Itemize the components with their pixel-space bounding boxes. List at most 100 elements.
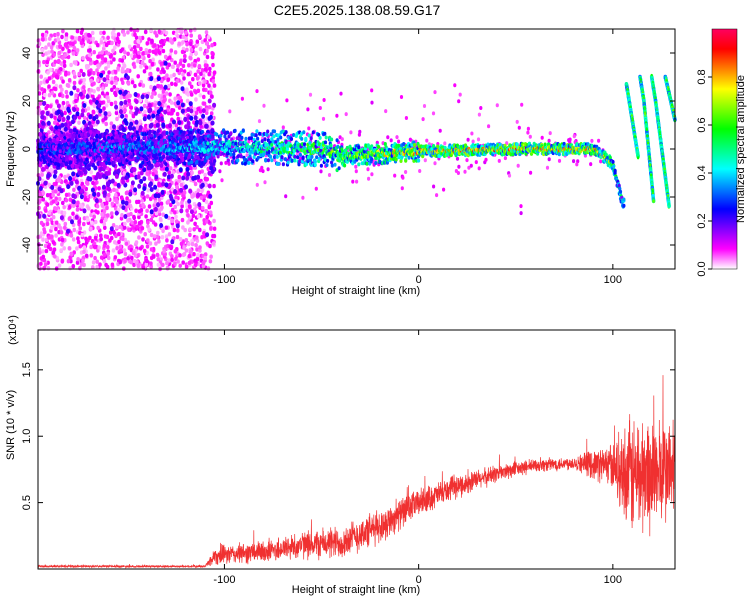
noise-cell bbox=[53, 59, 58, 64]
noise-cell bbox=[57, 209, 61, 214]
noise-cell bbox=[139, 46, 143, 52]
noise-cell bbox=[132, 171, 137, 176]
noise-cell bbox=[211, 241, 216, 246]
noise-cell bbox=[114, 110, 119, 116]
noise-cell bbox=[201, 83, 206, 88]
noise-cell bbox=[102, 259, 107, 264]
noise-cell bbox=[118, 224, 123, 230]
noise-cell bbox=[167, 232, 172, 237]
noise-cell bbox=[154, 48, 158, 53]
noise-cell bbox=[63, 110, 67, 116]
noise-cell bbox=[88, 99, 93, 104]
noise-cell bbox=[94, 198, 99, 204]
noise-cell bbox=[119, 100, 124, 106]
noise-cell bbox=[140, 94, 145, 100]
noise-cell bbox=[91, 36, 95, 41]
noise-cell bbox=[82, 221, 86, 227]
noise-cell bbox=[121, 80, 125, 86]
noise-cell bbox=[142, 69, 147, 74]
noise-cell bbox=[188, 188, 193, 194]
noise-cell bbox=[186, 220, 190, 225]
noise-cell bbox=[194, 204, 199, 209]
noise-cell bbox=[76, 88, 80, 93]
noise-cell bbox=[197, 202, 202, 207]
noise-cell bbox=[184, 30, 188, 35]
noise-cell bbox=[503, 156, 507, 161]
noise-cell bbox=[159, 39, 163, 45]
noise-cell bbox=[495, 103, 499, 108]
noise-cell bbox=[125, 75, 130, 81]
noise-cell bbox=[89, 170, 93, 175]
noise-cell bbox=[198, 245, 202, 250]
noise-cell bbox=[404, 170, 408, 174]
noise-cell bbox=[194, 50, 198, 56]
noise-cell bbox=[102, 209, 107, 214]
noise-cell bbox=[72, 227, 77, 233]
noise-cell bbox=[204, 219, 209, 224]
noise-cell bbox=[153, 193, 158, 199]
noise-cell bbox=[174, 214, 178, 219]
noise-cell bbox=[207, 105, 212, 110]
noise-cell bbox=[147, 227, 151, 232]
track-cell bbox=[40, 151, 44, 156]
noise-cell bbox=[86, 217, 90, 223]
noise-cell bbox=[203, 79, 207, 84]
noise-cell bbox=[44, 208, 48, 213]
noise-cell bbox=[87, 32, 91, 38]
noise-cell bbox=[61, 116, 66, 122]
track-cell bbox=[69, 160, 73, 165]
noise-cell bbox=[64, 198, 69, 203]
noise-cell bbox=[228, 109, 232, 114]
noise-cell bbox=[158, 216, 163, 222]
noise-cell bbox=[156, 67, 160, 72]
noise-cell bbox=[161, 181, 166, 187]
noise-cell bbox=[137, 50, 141, 56]
noise-cell bbox=[115, 199, 119, 205]
noise-cell bbox=[198, 227, 202, 233]
noise-cell bbox=[96, 210, 100, 215]
noise-cell bbox=[156, 83, 160, 89]
noise-cell bbox=[572, 159, 576, 164]
noise-cell bbox=[170, 207, 175, 213]
noise-cell bbox=[433, 161, 437, 166]
noise-cell bbox=[72, 60, 77, 65]
noise-cell bbox=[137, 183, 142, 189]
noise-cell bbox=[170, 254, 174, 259]
noise-cell bbox=[110, 201, 115, 206]
noise-cell bbox=[169, 111, 173, 116]
track-cell bbox=[107, 161, 111, 166]
noise-cell bbox=[307, 126, 311, 131]
noise-cell bbox=[124, 114, 128, 119]
noise-cell bbox=[82, 249, 86, 254]
noise-cell bbox=[64, 72, 68, 77]
noise-cell bbox=[181, 239, 186, 244]
noise-cell bbox=[163, 84, 168, 90]
noise-cell bbox=[47, 210, 51, 216]
noise-cell bbox=[71, 41, 75, 47]
noise-cell bbox=[115, 188, 119, 194]
noise-cell bbox=[43, 92, 47, 98]
noise-cell bbox=[212, 218, 216, 224]
noise-cell bbox=[165, 37, 170, 42]
noise-cell bbox=[90, 187, 95, 193]
noise-cell bbox=[127, 44, 132, 49]
noise-cell bbox=[46, 244, 51, 250]
noise-cell bbox=[432, 184, 436, 189]
noise-cell bbox=[130, 180, 135, 186]
noise-cell bbox=[61, 55, 65, 61]
noise-cell bbox=[82, 262, 86, 268]
noise-cell bbox=[124, 175, 129, 181]
noise-cell bbox=[80, 188, 84, 194]
noise-cell bbox=[186, 72, 191, 77]
noise-cell bbox=[189, 115, 194, 121]
noise-cell bbox=[209, 200, 214, 206]
noise-cell bbox=[64, 192, 69, 198]
noise-cell bbox=[97, 186, 101, 191]
noise-cell bbox=[129, 53, 134, 58]
noise-cell bbox=[48, 36, 52, 41]
noise-cell bbox=[113, 255, 118, 260]
noise-cell bbox=[162, 38, 167, 44]
noise-cell bbox=[218, 169, 222, 174]
noise-cell bbox=[262, 103, 266, 108]
track-cell bbox=[150, 141, 154, 146]
